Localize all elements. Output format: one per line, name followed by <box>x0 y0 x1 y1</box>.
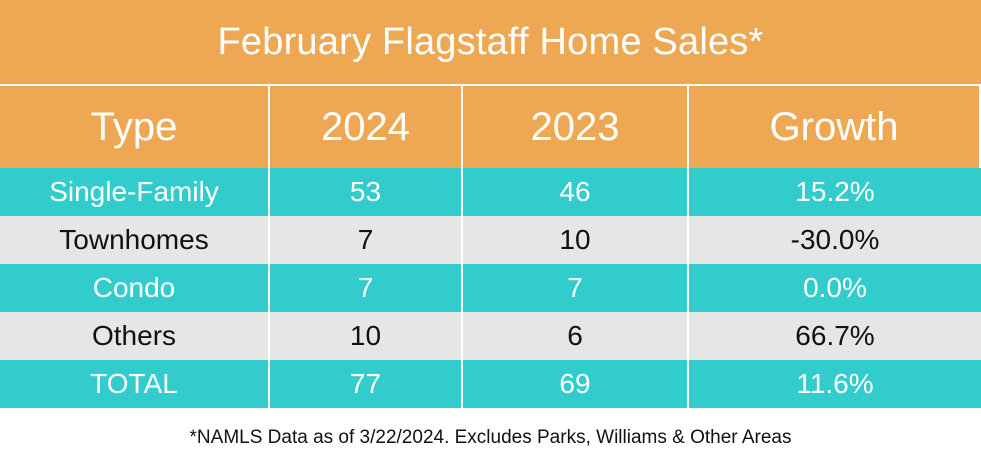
row-condo-growth: 0.0% <box>689 264 981 312</box>
footnote: *NAMLS Data as of 3/22/2024. Excludes Pa… <box>189 426 792 448</box>
row-townhomes-growth: -30.0% <box>689 216 981 264</box>
row-total-2023: 69 <box>463 360 689 408</box>
title-bar: February Flagstaff Home Sales* <box>0 0 981 84</box>
sales-table: Type 2024 2023 Growth Single-Family 53 4… <box>0 86 981 408</box>
column-header-2024: 2024 <box>270 86 463 168</box>
row-townhomes-type: Townhomes <box>0 216 270 264</box>
row-others-2024: 10 <box>270 312 463 360</box>
row-total-type: TOTAL <box>0 360 270 408</box>
row-single-family-growth: 15.2% <box>689 168 981 216</box>
row-others-2023: 6 <box>463 312 689 360</box>
row-single-family-2024: 53 <box>270 168 463 216</box>
row-others-type: Others <box>0 312 270 360</box>
row-condo-2023: 7 <box>463 264 689 312</box>
row-condo-type: Condo <box>0 264 270 312</box>
row-total-growth: 11.6% <box>689 360 981 408</box>
row-others-growth: 66.7% <box>689 312 981 360</box>
row-condo-2024: 7 <box>270 264 463 312</box>
table-title: February Flagstaff Home Sales* <box>217 20 764 63</box>
row-townhomes-2023: 10 <box>463 216 689 264</box>
row-townhomes-2024: 7 <box>270 216 463 264</box>
row-single-family-type: Single-Family <box>0 168 270 216</box>
row-single-family-2023: 46 <box>463 168 689 216</box>
column-header-type: Type <box>0 86 270 168</box>
column-header-growth: Growth <box>689 86 981 168</box>
column-header-2023: 2023 <box>463 86 689 168</box>
row-total-2024: 77 <box>270 360 463 408</box>
